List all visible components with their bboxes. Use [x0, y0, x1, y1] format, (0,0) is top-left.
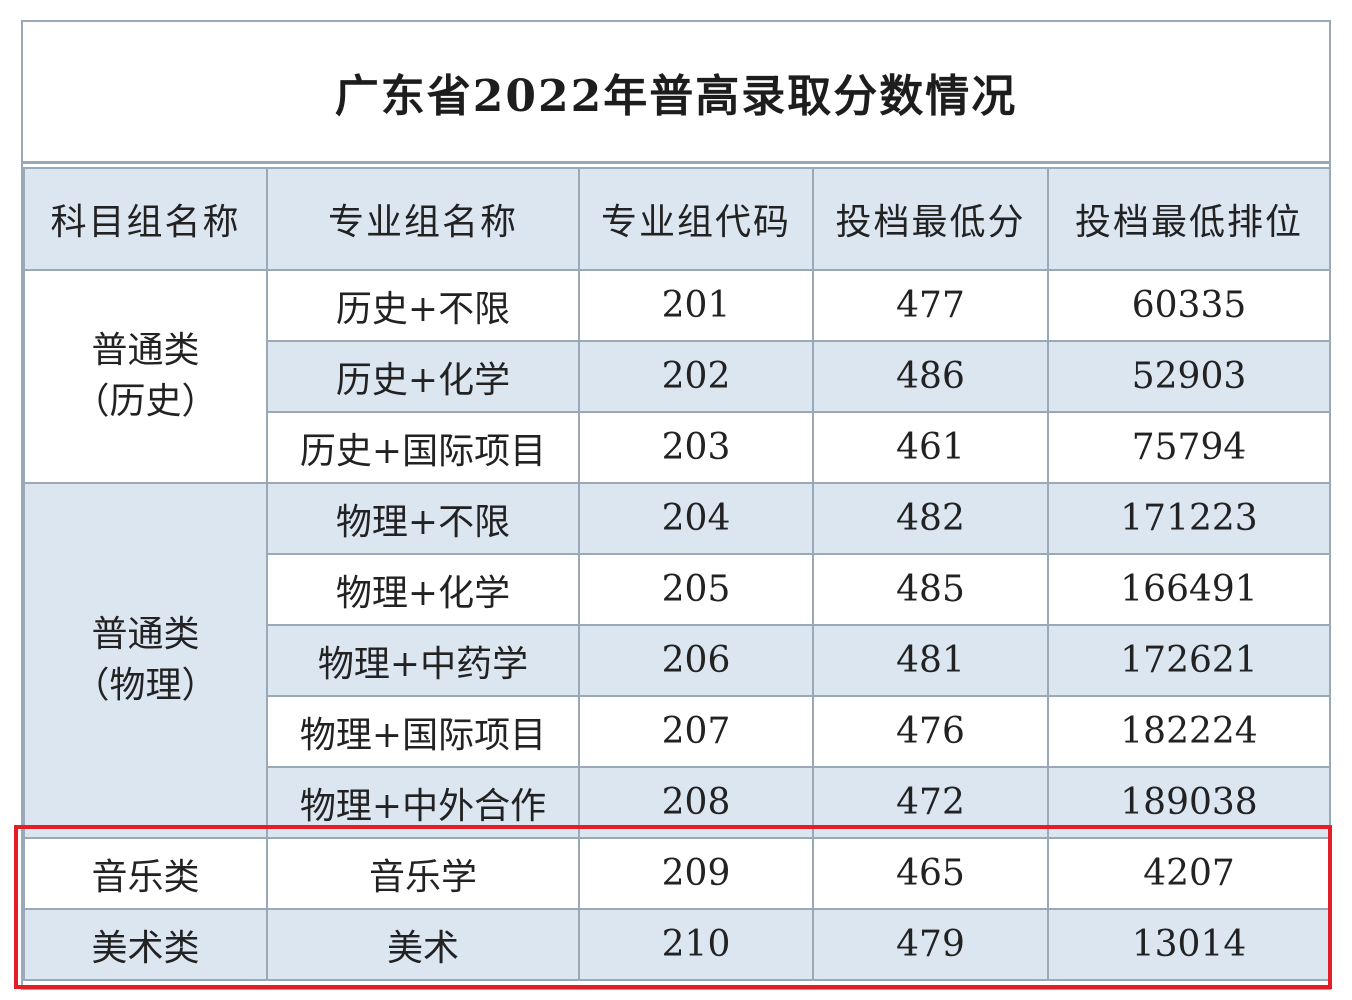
subject-group-physics: 普通类 （物理）: [23, 482, 268, 839]
min-score-cell: 485: [812, 553, 1049, 626]
table-row: 物理+国际项目 207 476 182224: [24, 695, 1331, 768]
major-group-cell: 物理+中药学: [266, 624, 580, 697]
major-group-cell: 美术: [266, 908, 580, 981]
table-row: 音乐类 音乐学 209 465 4207: [23, 837, 1331, 910]
min-rank-cell: 75794: [1047, 411, 1331, 484]
min-rank-cell: 189038: [1047, 766, 1331, 839]
score-table-sheet: 广东省2022年普高录取分数情况 科目组名称 专业组名称 专业组代码 投档最低分…: [21, 20, 1331, 990]
min-rank-cell: 182224: [1047, 695, 1331, 768]
column-header-min-score: 投档最低分: [812, 167, 1049, 271]
column-header-subject-group: 科目组名称: [23, 167, 268, 271]
table-row: 物理+中外合作 208 472 189038: [24, 766, 1331, 839]
min-score-cell: 465: [812, 837, 1049, 910]
group-code-cell: 207: [578, 695, 814, 768]
group-code-cell: 206: [578, 624, 814, 697]
title-bar: 广东省2022年普高录取分数情况: [23, 22, 1329, 164]
min-score-cell: 486: [812, 340, 1049, 413]
column-header-min-rank: 投档最低排位: [1047, 167, 1331, 271]
min-rank-cell: 166491: [1047, 553, 1331, 626]
major-group-cell: 物理+国际项目: [266, 695, 580, 768]
subject-group-history: 普通类 （历史）: [23, 269, 268, 484]
table-row: 普通类 （历史） 历史+不限 201 477 60335: [23, 269, 1331, 484]
subject-group-sublabel: （物理）: [73, 664, 218, 706]
major-group-cell: 物理+中外合作: [266, 766, 580, 839]
subject-group-label: 普通类: [91, 614, 200, 656]
min-score-cell: 461: [812, 411, 1049, 484]
subject-group-sublabel: （历史）: [73, 380, 218, 422]
major-group-cell: 历史+化学: [266, 340, 580, 413]
subject-group-music: 音乐类: [23, 837, 268, 910]
min-rank-cell: 13014: [1047, 908, 1331, 981]
group-code-cell: 201: [578, 269, 814, 342]
table-row: 美术类 美术 210 479 13014: [23, 908, 1331, 981]
subject-group-label: 普通类: [91, 330, 200, 372]
major-group-cell: 物理+不限: [266, 482, 580, 555]
group-code-cell: 205: [578, 553, 814, 626]
min-score-cell: 481: [812, 624, 1049, 697]
table-row: 普通类 （物理） 物理+不限 204 482 171223: [23, 482, 1331, 839]
min-rank-cell: 60335: [1047, 269, 1331, 342]
major-group-cell: 历史+国际项目: [266, 411, 580, 484]
column-header-major-group: 专业组名称: [266, 167, 580, 271]
min-rank-cell: 171223: [1047, 482, 1331, 555]
min-score-cell: 476: [812, 695, 1049, 768]
major-group-cell: 物理+化学: [266, 553, 580, 626]
column-header-group-code: 专业组代码: [578, 167, 814, 271]
min-rank-cell: 4207: [1047, 837, 1331, 910]
page-title: 广东省2022年普高录取分数情况: [334, 70, 1018, 122]
group-code-cell: 209: [578, 837, 814, 910]
admission-score-table: 科目组名称 专业组名称 专业组代码 投档最低分 投档最低排位 普通类 （历史） …: [23, 167, 1331, 981]
min-score-cell: 472: [812, 766, 1049, 839]
table-row: 物理+中药学 206 481 172621: [24, 624, 1331, 697]
min-rank-cell: 172621: [1047, 624, 1331, 697]
min-score-cell: 479: [812, 908, 1049, 981]
min-score-cell: 482: [812, 482, 1049, 555]
subject-group-art: 美术类: [23, 908, 268, 981]
group-code-cell: 203: [578, 411, 814, 484]
major-group-cell: 历史+不限: [266, 269, 580, 342]
group-code-cell: 202: [578, 340, 814, 413]
group-code-cell: 204: [578, 482, 814, 555]
table-header-row: 科目组名称 专业组名称 专业组代码 投档最低分 投档最低排位: [23, 167, 1331, 271]
group-code-cell: 208: [578, 766, 814, 839]
min-rank-cell: 52903: [1047, 340, 1331, 413]
table-row: 历史+国际项目 203 461 75794: [24, 411, 1331, 484]
group-code-cell: 210: [578, 908, 814, 981]
min-score-cell: 477: [812, 269, 1049, 342]
table-row: 历史+化学 202 486 52903: [24, 340, 1331, 413]
major-group-cell: 音乐学: [266, 837, 580, 910]
table-row: 物理+化学 205 485 166491: [24, 553, 1331, 626]
